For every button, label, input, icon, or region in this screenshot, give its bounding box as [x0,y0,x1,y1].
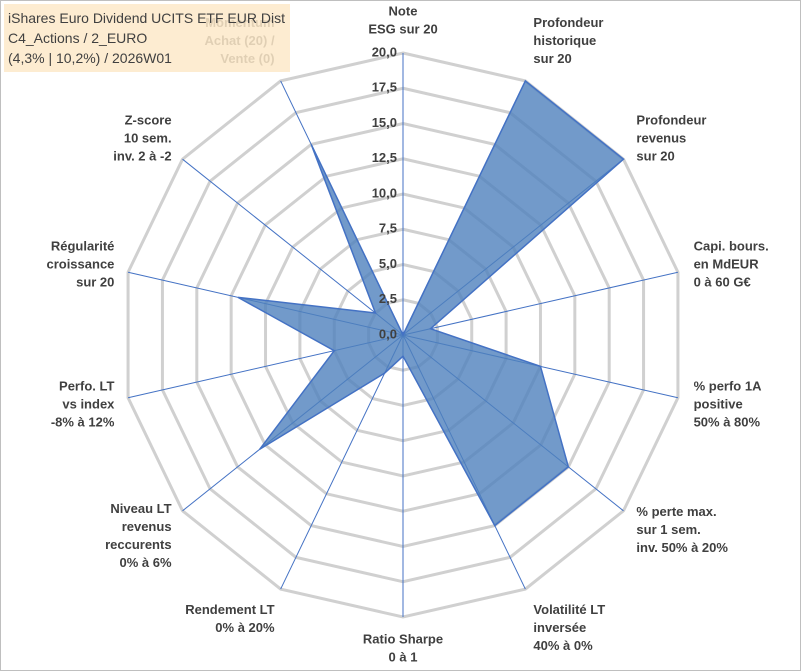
category-label: Ratio Sharpe [363,631,443,646]
r-tick-label: 10,0 [372,185,397,200]
category-label: Perfo. LT [59,378,114,393]
category-label: sur 1 sem. [636,522,700,537]
category-label: Profondeur [533,15,603,30]
category-label: Note [389,3,418,18]
chart-title: (4,3% | 10,2%) / 2026W01 [8,50,172,66]
category-label: 0 à 60 G€ [694,275,751,290]
r-tick-label: 0,0 [379,326,397,341]
category-label: inv. 2 à -2 [113,149,171,164]
category-label: revenus [122,519,172,534]
category-label: sur 20 [636,149,674,164]
category-label: 0 à 1 [389,649,418,664]
category-label: 0% à 6% [120,555,172,570]
category-label: Z-score [125,113,172,128]
radar-area [237,79,625,527]
category-label: 0% à 20% [215,620,275,635]
spoke [280,334,404,590]
r-tick-label: 5,0 [379,256,397,271]
category-label: % perfo 1A [694,378,763,393]
r-tick-label: 15,0 [372,115,397,130]
category-label: Volatilité LT [533,602,605,617]
r-tick-label: 20,0 [372,44,397,59]
r-tick-label: 2,5 [379,291,397,306]
spoke [182,158,404,336]
category-label: Rendement LT [185,602,274,617]
r-tick-label: 17,5 [372,80,397,95]
category-label: sur 20 [533,51,571,66]
category-label: revenus [636,131,686,146]
chart-title: C4_Actions / 2_EURO [8,30,147,46]
category-label: inv. 50% à 20% [636,540,728,555]
category-label: inversée [533,620,586,635]
category-label: -8% à 12% [51,414,115,429]
category-label: 40% à 0% [533,638,593,653]
r-tick-label: 12,5 [372,150,397,165]
category-label: positive [694,396,743,411]
category-label: 10 sem. [124,131,172,146]
category-label: Niveau LT [110,501,171,516]
category-label: historique [533,33,596,48]
chart-title: iShares Euro Dividend UCITS ETF EUR Dist [8,10,285,26]
category-label: ESG sur 20 [368,21,437,36]
spoke [402,271,679,336]
category-label: Régularité [51,239,115,254]
category-label: 50% à 80% [694,414,761,429]
category-label: vs index [62,396,115,411]
category-label: en MdEUR [694,257,760,272]
category-label: sur 20 [76,275,114,290]
category-label: % perte max. [636,504,716,519]
category-label: Profondeur [636,113,706,128]
title-box [4,4,290,72]
category-label: Capi. bours. [694,239,769,254]
category-label: croissance [46,257,114,272]
r-tick-label: 7,5 [379,221,397,236]
category-label: reccurents [105,537,171,552]
